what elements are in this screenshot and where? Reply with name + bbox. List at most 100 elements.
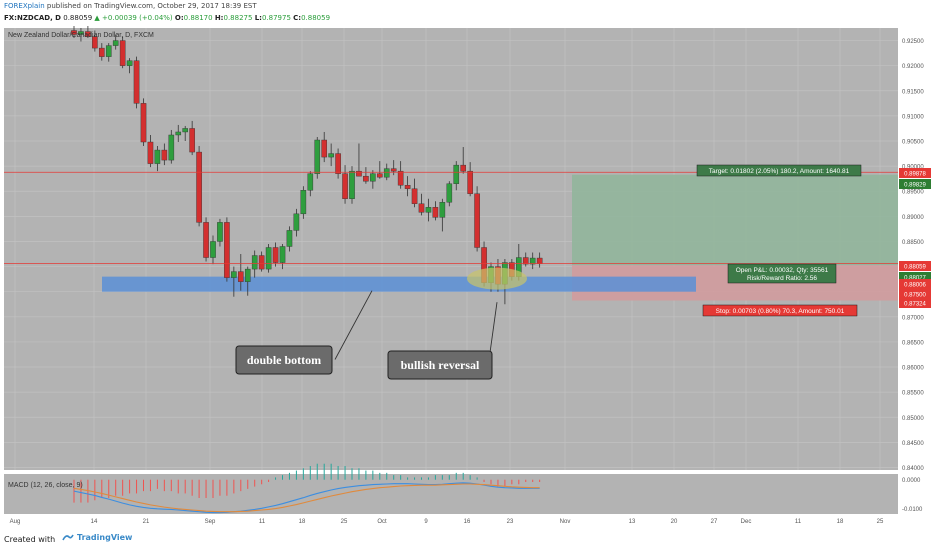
macd-pane <box>4 474 898 514</box>
candle-body <box>244 268 251 282</box>
time-tick-label: 11 <box>259 519 266 525</box>
candle-body <box>397 170 404 186</box>
candle-body <box>196 151 202 223</box>
candle-body <box>154 149 161 164</box>
candle-body <box>300 190 307 215</box>
time-tick-label: Dec <box>741 519 752 525</box>
price-change: +0.00039 (+0.04%) <box>102 14 173 22</box>
time-tick-label: 20 <box>671 519 678 525</box>
candle-body <box>404 185 411 189</box>
time-tick-label: 21 <box>143 519 150 525</box>
price-tag-label: 0.87324 <box>904 302 926 308</box>
ohlc-legend: FX:NZDCAD, D 0.88059 ▲ +0.00039 (+0.04%)… <box>4 14 330 22</box>
tradingview-brand[interactable]: TradingView <box>62 533 132 542</box>
pane-title: New Zealand Dollar/Canadian Dollar, D, F… <box>8 32 154 39</box>
price-tick-label: 0.86000 <box>902 366 924 372</box>
price-tick-label: 0.92500 <box>902 39 924 45</box>
candle-body <box>217 222 223 242</box>
publish-text: published on TradingView.com, October 29… <box>46 2 257 10</box>
bullish-reversal-box <box>387 350 493 380</box>
price-tag <box>899 298 931 308</box>
candle-body <box>522 257 529 265</box>
publish-info: FOREXplain published on TradingView.com,… <box>4 2 257 10</box>
time-tick-label: Nov <box>560 519 571 525</box>
candle-body <box>133 60 140 104</box>
target-zone <box>572 174 898 266</box>
high-value: 0.88275 <box>223 14 253 22</box>
price-tag-label: 0.89829 <box>904 183 926 189</box>
price-chart[interactable]: double bottom bullish reversal Target: 0.0… <box>0 26 932 529</box>
candle-body <box>418 203 425 213</box>
candle-body <box>265 247 272 270</box>
double-bottom-label: double bottom <box>247 353 321 367</box>
stop-label-box <box>702 304 858 317</box>
candle-body <box>411 188 418 204</box>
candle-body <box>251 255 258 270</box>
macd-tick-label: 0.0000 <box>902 478 921 484</box>
price-tick-label: 0.91500 <box>902 89 924 95</box>
price-tag-label: 0.87500 <box>904 293 926 299</box>
time-tick-label: Aug <box>10 519 21 525</box>
candle-body <box>92 36 98 49</box>
time-tick-label: 25 <box>877 519 884 525</box>
symbol-label[interactable]: FX:NZDCAD, D <box>4 14 61 22</box>
macd-tick-label: -0.0100 <box>902 507 923 513</box>
candle-body <box>119 40 126 66</box>
candle-body <box>432 207 439 218</box>
candle-body <box>293 213 300 231</box>
candle-body <box>168 134 175 161</box>
high-label: H: <box>214 14 224 22</box>
candle-body <box>328 153 334 158</box>
candle-body <box>78 31 84 35</box>
open-value: 0.88170 <box>183 14 213 22</box>
candle-body <box>370 173 376 182</box>
time-tick-label: 18 <box>299 519 306 525</box>
candle-body <box>439 202 446 218</box>
low-label: L: <box>254 14 262 22</box>
price-tag <box>899 279 931 289</box>
macd-line <box>73 482 540 514</box>
candle-body <box>237 271 244 282</box>
candle-body <box>112 40 119 46</box>
candle-body <box>474 193 480 248</box>
target-label-box <box>696 164 862 177</box>
chart-header: FOREXplain published on TradingView.com,… <box>0 0 932 26</box>
time-tick-label: 14 <box>91 519 98 525</box>
candle-body <box>377 173 383 178</box>
candle-body <box>231 271 237 278</box>
tradingview-label: TradingView <box>77 533 133 542</box>
open-pnl-label-box <box>727 263 837 284</box>
author-link[interactable]: FOREXplain <box>4 2 45 10</box>
candle-body <box>85 31 91 37</box>
time-tick-label: 16 <box>464 519 471 525</box>
candle-body <box>363 175 369 182</box>
signal-line <box>73 483 540 513</box>
price-tick-label: 0.84000 <box>902 466 924 472</box>
price-tick-label: 0.86500 <box>902 340 924 346</box>
candle-body <box>314 139 321 174</box>
price-tag-label: 0.88059 <box>904 265 926 271</box>
target-label-text: Target: 0.01802 (2.05%) 180.2, Amount: 1… <box>709 168 850 175</box>
time-tick-label: 9 <box>424 519 428 525</box>
candle-body <box>189 128 195 153</box>
price-tick-label: 0.90000 <box>902 165 924 171</box>
price-tick-label: 0.92000 <box>902 64 924 70</box>
candle-body <box>161 149 168 161</box>
tradingview-logo-icon <box>62 534 74 541</box>
candle-body <box>335 153 341 174</box>
reversal-highlight <box>467 267 527 290</box>
open-pnl-label-text: Open P&L: 0.00032, Qty: 35561 <box>736 267 829 274</box>
candle-body <box>224 222 230 278</box>
candle-body <box>446 183 453 203</box>
candle-body <box>105 45 112 57</box>
time-tick-label: 18 <box>837 519 844 525</box>
support-zone <box>102 276 696 292</box>
candle-body <box>286 230 293 247</box>
change-up-icon: ▲ <box>94 14 100 22</box>
time-axis <box>0 514 898 526</box>
time-tick-label: 11 <box>795 519 802 525</box>
candle-body <box>147 141 154 164</box>
footer: Created with TradingView <box>0 529 932 550</box>
candle-body <box>272 247 279 263</box>
price-tag <box>899 179 931 189</box>
